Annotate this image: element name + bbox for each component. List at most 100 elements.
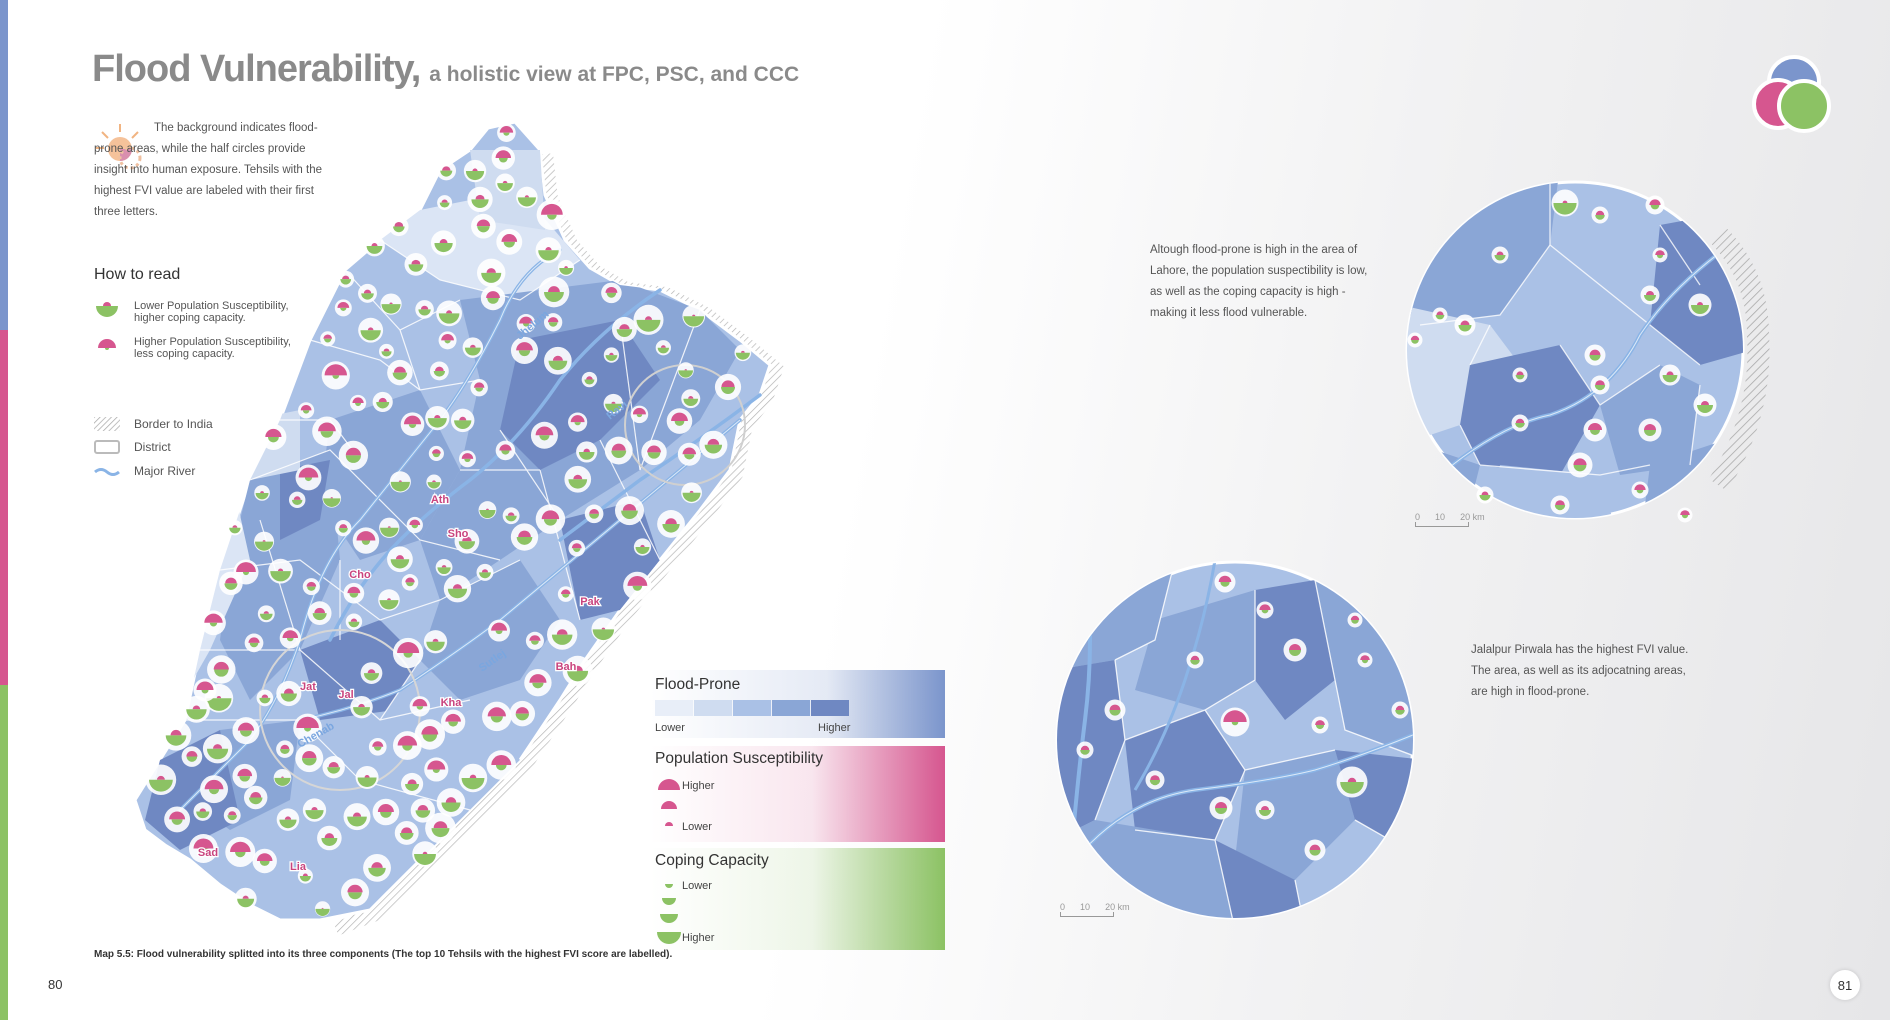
half-circle-symbol: [322, 756, 345, 779]
half-circle-symbol: [254, 531, 275, 552]
flood-prone-high-label: Higher: [818, 722, 851, 734]
half-circle-symbol: [414, 719, 446, 750]
scale-label-0: 0: [1060, 902, 1066, 912]
half-circle-symbol: [547, 619, 578, 650]
half-circle-symbol: [1567, 452, 1593, 478]
half-circle-symbol: [1550, 495, 1570, 515]
half-circle-symbol: [1347, 612, 1363, 628]
half-circle-symbol: [307, 601, 332, 626]
half-circle-symbol: [256, 689, 274, 707]
half-circle-symbol: [491, 146, 515, 170]
half-circle-symbol: [482, 701, 512, 732]
legend-item-label: Lower Population Susceptibility, higher …: [134, 300, 289, 324]
half-circle-symbol: [379, 343, 395, 359]
tehsil-label: Cho: [349, 569, 371, 581]
half-circle-symbol: [288, 491, 306, 509]
half-circle-symbol: [372, 798, 400, 826]
half-circle-symbol: [387, 546, 413, 573]
half-circle-symbol: [1209, 796, 1233, 820]
legend-major-river: Major River: [94, 464, 195, 478]
half-circle-symbol: [1511, 414, 1529, 432]
half-circle-symbol: [438, 331, 457, 350]
half-circle-symbol: [1256, 601, 1274, 619]
half-circle-symbol: [467, 186, 493, 213]
half-circle-symbol: [428, 445, 444, 462]
half-circle-symbol: [207, 655, 236, 684]
half-circle-symbol: [666, 408, 693, 434]
half-circle-symbol: [478, 501, 497, 519]
half-circle-symbol: [312, 416, 342, 447]
half-circle-symbol: [535, 237, 562, 264]
half-circle-symbol: [564, 465, 592, 493]
half-circle-symbol: [562, 655, 593, 686]
legend-border-label: Border to India: [134, 417, 213, 431]
half-circle-symbol: [591, 617, 616, 642]
half-circle-symbol: [435, 558, 453, 576]
page-title: Flood Vulnerability, a holistic view at …: [92, 48, 799, 91]
half-circle-symbol: [358, 283, 377, 303]
half-circle-symbol: [352, 527, 380, 554]
half-circle-symbol: [681, 482, 702, 504]
flood-prone-low-label: Lower: [655, 722, 685, 734]
half-circle-symbol: [633, 538, 652, 556]
map-caption: Map 5.5: Flood vulnerability splitted in…: [94, 949, 673, 960]
half-circle-symbol: [1255, 800, 1275, 820]
half-circle-symbol: [450, 408, 475, 433]
half-circle-symbol: [400, 772, 424, 796]
half-circle-symbol: [200, 775, 229, 804]
district-box-icon: [94, 440, 120, 454]
jalalpur-scale-bar: 0 10 20 km: [1060, 902, 1130, 917]
half-circle-symbol: [188, 834, 218, 863]
half-circle-symbol: [476, 563, 494, 581]
half-circle-symbol: [488, 619, 510, 642]
lahore-zoom-map: [1405, 180, 1770, 523]
half-circle-symbol: [429, 361, 449, 381]
half-circle-symbol: [392, 637, 424, 669]
legend-item-label: Higher Population Susceptibility, less c…: [134, 336, 291, 360]
half-circle-symbol: [225, 836, 256, 867]
tehsil-label: Jat: [300, 681, 316, 693]
half-circle-symbol: [257, 605, 275, 623]
half-circle-symbol: [1638, 418, 1662, 442]
half-circle-symbol: [1214, 571, 1236, 593]
jalalpur-note: Jalalpur Pirwala has the highest FVI val…: [1471, 644, 1689, 698]
half-circle-symbol: [657, 510, 685, 538]
half-circle-symbol: [655, 340, 672, 356]
tehsil-label: Lia: [290, 861, 307, 873]
section-strip-blue: [0, 0, 8, 330]
coping-title: Coping Capacity: [655, 852, 769, 869]
legend-item-higher-susceptibility: Higher Population Susceptibility, less c…: [94, 336, 304, 360]
coping-low-label: Lower: [682, 880, 712, 892]
half-circle-symbol: [516, 314, 536, 333]
tehsil-label: Pak: [580, 596, 600, 608]
half-circle-symbol: [1432, 307, 1448, 323]
half-circle-symbol: [1652, 247, 1668, 263]
half-circle-symbol: [314, 901, 331, 917]
half-circle-symbol: [558, 259, 575, 277]
half-circle-symbol: [437, 195, 453, 211]
half-circle-symbol: [389, 216, 409, 237]
population-legend: Population Susceptibility Higher Lower: [650, 746, 945, 842]
half-circle-symbol: [1688, 293, 1712, 317]
pink-half-circle-icon: [98, 339, 116, 350]
half-circle-symbol: [223, 806, 241, 824]
half-circle-symbol: [302, 798, 327, 822]
half-circle-symbol: [677, 362, 694, 379]
half-circle-symbol: [458, 763, 488, 793]
half-circle-symbol: [321, 361, 350, 390]
half-circle-symbol: [350, 695, 373, 719]
tehsil-label: Ath: [431, 494, 450, 506]
section-strip-pink: [0, 330, 8, 685]
half-circle-symbol: [544, 346, 572, 375]
half-circle-symbol: [193, 802, 213, 821]
half-circle-symbol: [234, 887, 257, 910]
half-circle-symbol: [378, 589, 400, 611]
half-circle-symbol: [387, 359, 413, 386]
half-circle-symbol: [363, 853, 391, 882]
half-circle-symbol: [1476, 486, 1494, 504]
half-circle-symbol: [630, 405, 649, 424]
half-circle-symbol: [410, 798, 436, 823]
half-circle-symbol: [276, 680, 302, 707]
half-circle-symbol: [1145, 770, 1165, 790]
coping-legend: Coping Capacity Lower Higher: [650, 848, 945, 950]
